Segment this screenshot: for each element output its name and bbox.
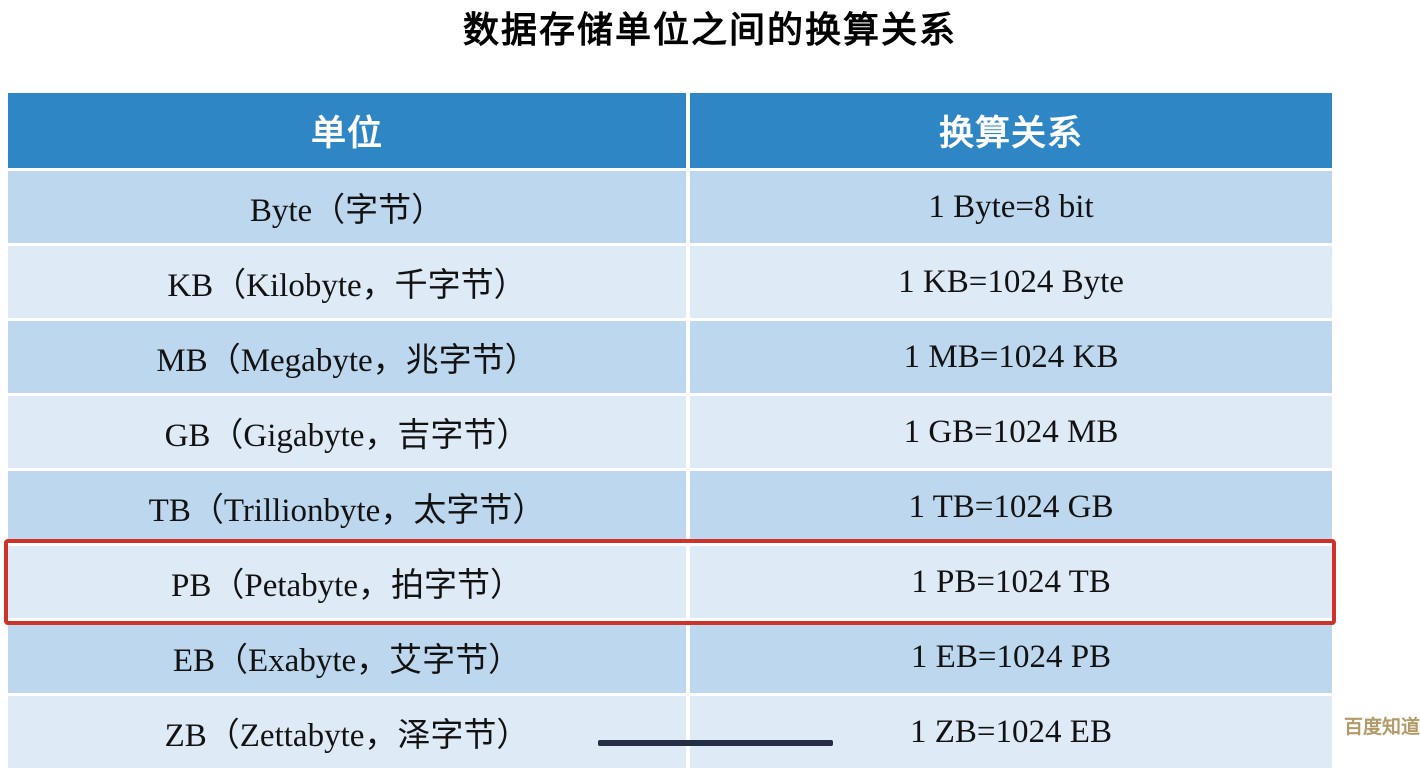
conversion-cell: 1 EB=1024 PB bbox=[690, 621, 1332, 693]
table-row-tb: TB（Trillionbyte，太字节） 1 TB=1024 GB bbox=[8, 471, 1332, 543]
table-row-pb-highlighted: PB（Petabyte，拍字节） 1 PB=1024 TB bbox=[4, 539, 1336, 625]
header-conversion: 换算关系 bbox=[690, 93, 1332, 168]
conversion-cell: 1 MB=1024 KB bbox=[690, 321, 1332, 393]
unit-cell: EB（Exabyte，艾字节） bbox=[8, 621, 686, 693]
conversion-cell: 1 GB=1024 MB bbox=[690, 396, 1332, 468]
unit-cell: PB（Petabyte，拍字节） bbox=[8, 546, 686, 618]
cropped-bottom-bar bbox=[598, 740, 833, 746]
baidu-zhidao-watermark: 百度知道 bbox=[1343, 717, 1420, 738]
conversion-cell: 1 PB=1024 TB bbox=[690, 546, 1332, 618]
storage-units-table: 单位 换算关系 Byte（字节） 1 Byte=8 bit KB（Kilobyt… bbox=[4, 93, 1336, 771]
conversion-cell: 1 ZB=1024 EB bbox=[690, 696, 1332, 768]
table-row-zb: ZB（Zettabyte，泽字节） 1 ZB=1024 EB bbox=[8, 696, 1332, 768]
page-title: 数据存储单位之间的换算关系 bbox=[462, 9, 957, 50]
unit-cell: TB（Trillionbyte，太字节） bbox=[8, 471, 686, 543]
unit-cell: GB（Gigabyte，吉字节） bbox=[8, 396, 686, 468]
table-header-row: 单位 换算关系 bbox=[8, 93, 1332, 168]
table-row-gb: GB（Gigabyte，吉字节） 1 GB=1024 MB bbox=[8, 396, 1332, 468]
table-row-byte: Byte（字节） 1 Byte=8 bit bbox=[8, 171, 1332, 243]
table-row-kb: KB（Kilobyte，千字节） 1 KB=1024 Byte bbox=[8, 246, 1332, 318]
unit-cell: MB（Megabyte，兆字节） bbox=[8, 321, 686, 393]
unit-cell: KB（Kilobyte，千字节） bbox=[8, 246, 686, 318]
unit-cell: ZB（Zettabyte，泽字节） bbox=[8, 696, 686, 768]
table-row-eb: EB（Exabyte，艾字节） 1 EB=1024 PB bbox=[8, 621, 1332, 693]
conversion-cell: 1 TB=1024 GB bbox=[690, 471, 1332, 543]
header-unit: 单位 bbox=[8, 93, 686, 168]
conversion-cell: 1 Byte=8 bit bbox=[690, 171, 1332, 243]
unit-cell: Byte（字节） bbox=[8, 171, 686, 243]
table-row-mb: MB（Megabyte，兆字节） 1 MB=1024 KB bbox=[8, 321, 1332, 393]
conversion-cell: 1 KB=1024 Byte bbox=[690, 246, 1332, 318]
